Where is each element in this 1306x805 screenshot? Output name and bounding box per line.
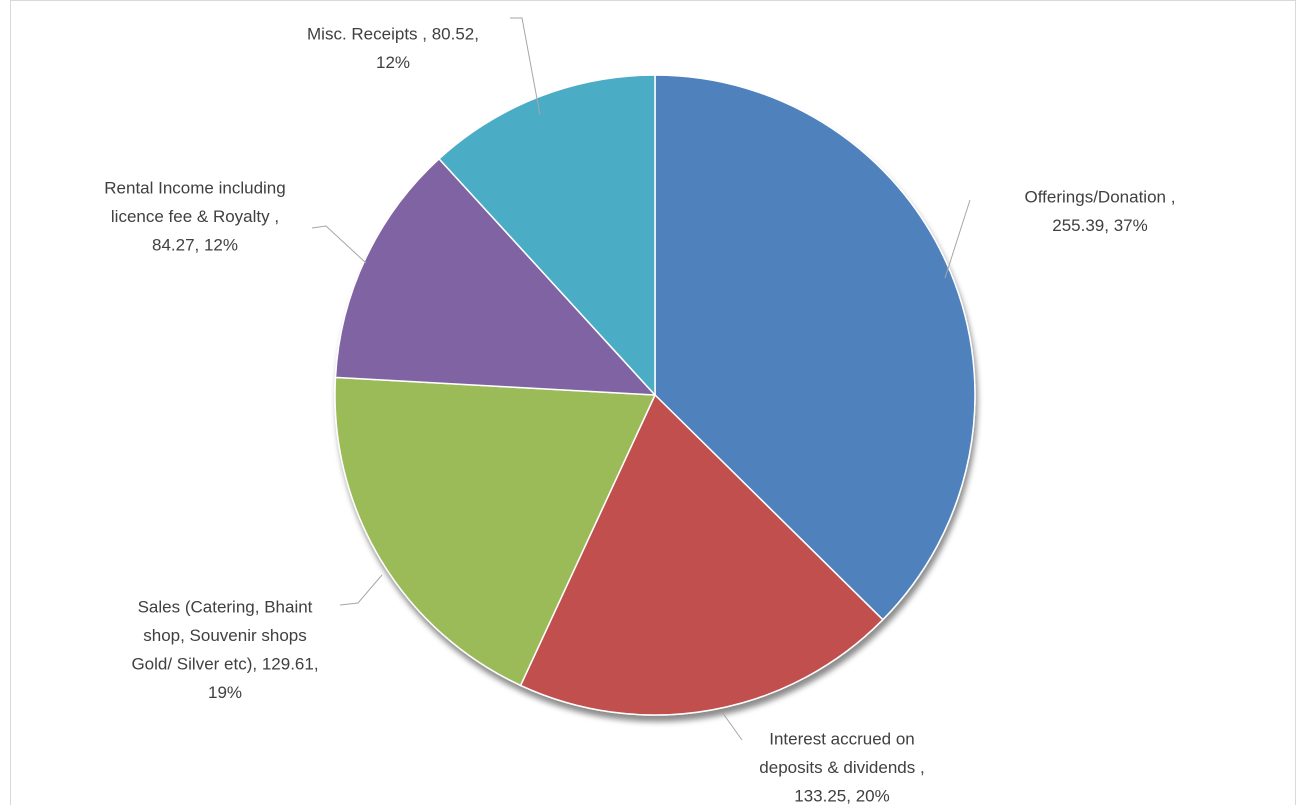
pie-slice	[334, 157, 657, 396]
leader-line	[944, 199, 971, 279]
data-label: Rental Income including	[104, 178, 285, 197]
pie	[334, 74, 976, 716]
leader-line	[339, 574, 383, 606]
data-label: 133.25, 20%	[794, 786, 889, 805]
data-label: Offerings/Donation ,	[1025, 187, 1176, 206]
pie-slice	[334, 376, 657, 687]
data-label: Gold/ Silver etc), 129.61,	[131, 654, 318, 673]
data-label: 12%	[376, 53, 410, 72]
data-label: 84.27, 12%	[152, 235, 238, 254]
data-label: 255.39, 37%	[1052, 216, 1147, 235]
leader-line	[311, 225, 367, 264]
data-label: shop, Souvenir shops	[143, 626, 307, 645]
data-label: 19%	[208, 683, 242, 702]
leader-line	[721, 711, 743, 741]
leader-line	[510, 17, 541, 116]
data-label: Misc. Receipts , 80.52,	[307, 24, 479, 43]
pie-slice	[654, 74, 976, 621]
pie-slice	[519, 393, 884, 716]
pie-slice	[438, 74, 656, 397]
data-label: licence fee & Royalty ,	[111, 207, 279, 226]
data-label: deposits & dividends ,	[759, 758, 924, 777]
labels: Offerings/Donation , 255.39, 37% Interest …	[104, 17, 1176, 805]
data-label: Interest accrued on	[769, 729, 915, 748]
data-label: Sales (Catering, Bhaint	[138, 597, 313, 616]
